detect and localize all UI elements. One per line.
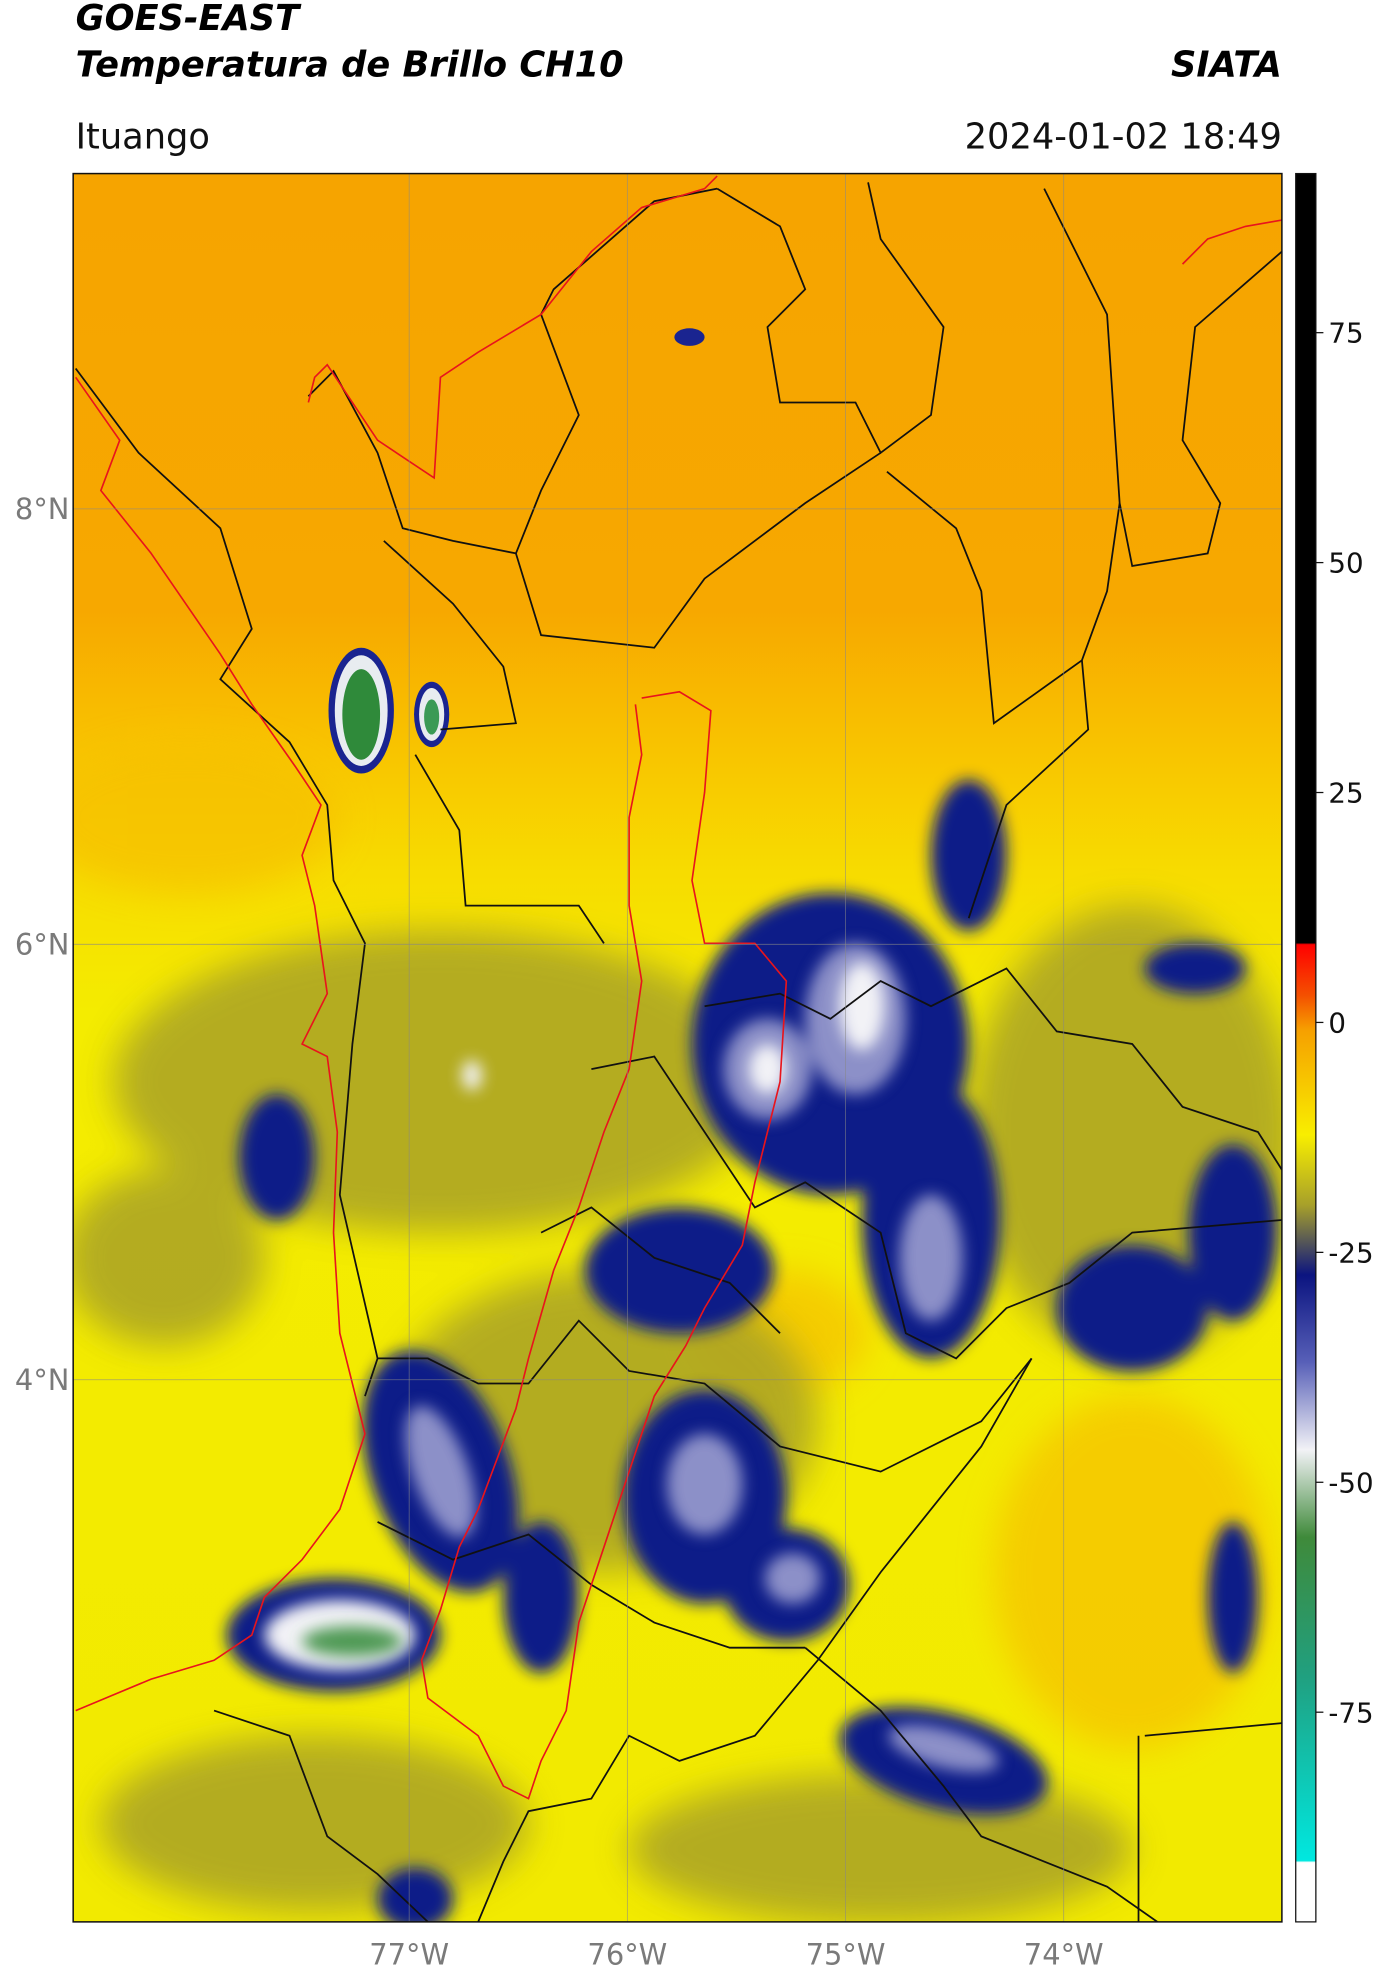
- subtitle: Temperatura de Brillo CH10: [76, 45, 624, 86]
- lon-tick-label: 77°W: [369, 1938, 449, 1972]
- colorbar-tick-label: 50: [1328, 547, 1363, 580]
- colorbar-tick-label: -25: [1328, 1236, 1373, 1269]
- lat-tick-label: 4°N: [15, 1363, 69, 1397]
- coastline: [75, 175, 1282, 1800]
- colorbar-tick-label: 25: [1328, 777, 1363, 810]
- map-imagery: [73, 173, 1282, 1922]
- map-frame: [72, 172, 1283, 1923]
- colorbar-tick-label: -50: [1328, 1466, 1373, 1499]
- lat-tick-label: 8°N: [15, 492, 69, 526]
- colorbar-tick-label: 75: [1328, 317, 1363, 350]
- lon-tick-label: 76°W: [587, 1938, 667, 1972]
- colorbar: [1295, 172, 1317, 1923]
- grid: [73, 173, 1282, 1922]
- lat-tick-label: 6°N: [15, 927, 69, 961]
- datetime: 2024-01-02 18:49: [965, 116, 1282, 157]
- colorbar-tick-label: -75: [1328, 1696, 1373, 1729]
- borders: [74, 182, 1282, 1922]
- location: Ituango: [76, 116, 210, 157]
- colorbar-tick-label: 0: [1328, 1006, 1346, 1039]
- source: SIATA: [1171, 45, 1282, 86]
- title: GOES-EAST: [76, 0, 302, 39]
- lon-tick-label: 74°W: [1024, 1938, 1104, 1972]
- lon-tick-label: 75°W: [806, 1938, 886, 1972]
